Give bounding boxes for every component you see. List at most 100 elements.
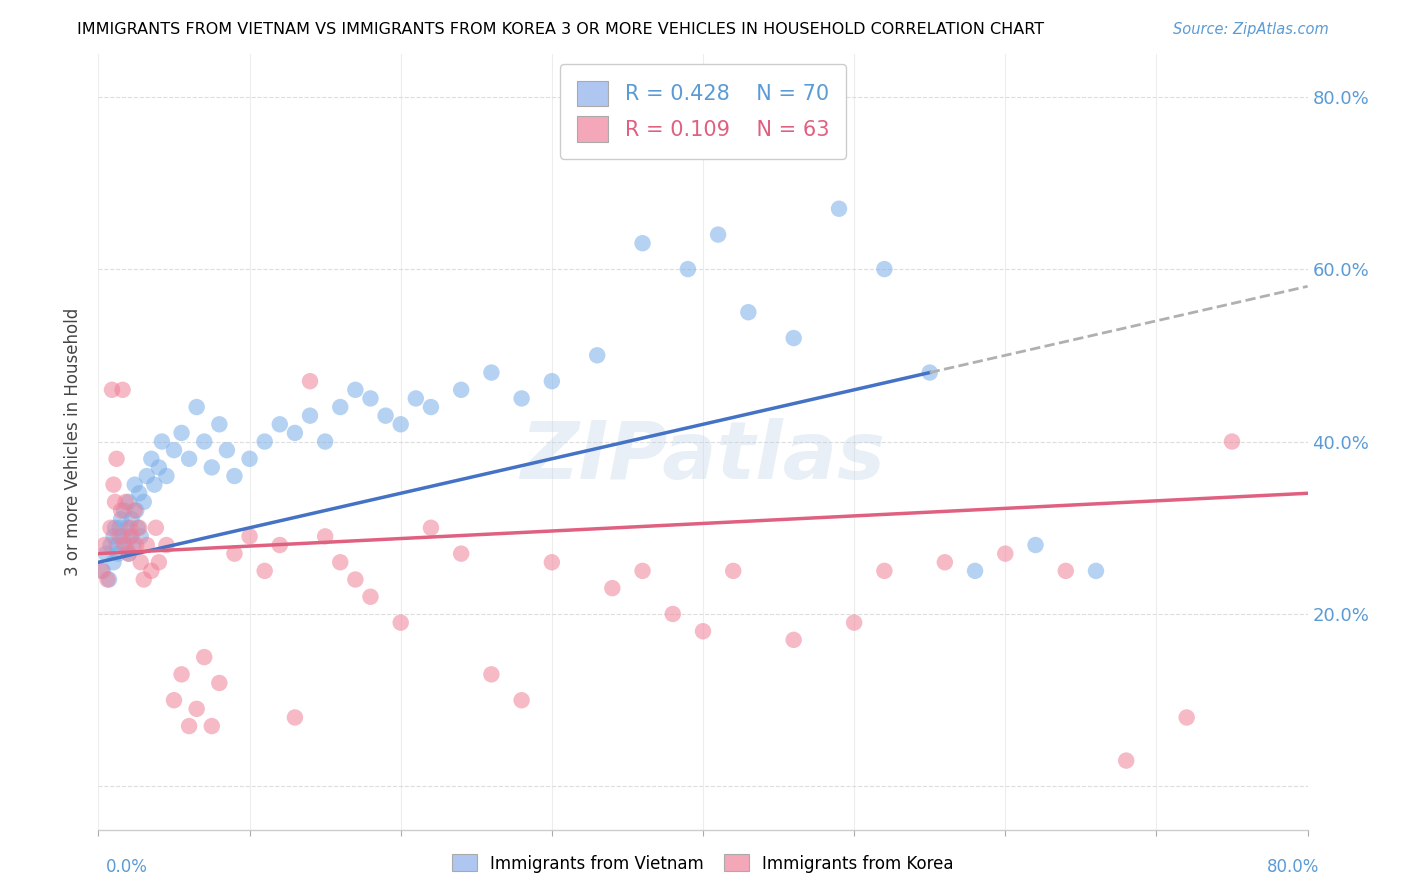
Point <box>128 521 150 535</box>
Point <box>96 573 118 587</box>
Point <box>510 693 533 707</box>
Point <box>110 512 132 526</box>
Point <box>389 417 412 432</box>
Point <box>844 615 866 630</box>
Point <box>783 331 806 345</box>
Point <box>104 495 127 509</box>
Point <box>405 392 427 406</box>
Point <box>344 573 367 587</box>
Point <box>105 451 128 466</box>
Point <box>163 693 186 707</box>
Text: 80.0%: 80.0% <box>1267 858 1319 876</box>
Point <box>186 400 208 414</box>
Point <box>125 538 148 552</box>
Point <box>602 581 624 595</box>
Point <box>1115 754 1137 768</box>
Point <box>201 719 224 733</box>
Point <box>112 503 135 517</box>
Point <box>118 547 141 561</box>
Point <box>208 417 231 432</box>
Point <box>122 538 145 552</box>
Point <box>193 434 215 449</box>
Point <box>143 477 166 491</box>
Point <box>155 469 177 483</box>
Point <box>1175 710 1198 724</box>
Point <box>186 702 208 716</box>
Point <box>873 262 896 277</box>
Point <box>828 202 851 216</box>
Point <box>104 521 127 535</box>
Point <box>193 650 215 665</box>
Point <box>112 538 135 552</box>
Point <box>129 555 152 569</box>
Point <box>103 477 125 491</box>
Point <box>94 547 117 561</box>
Point <box>115 521 138 535</box>
Point <box>118 547 141 561</box>
Point <box>93 538 115 552</box>
Point <box>148 460 170 475</box>
Point <box>723 564 745 578</box>
Point <box>540 555 562 569</box>
Point <box>111 383 134 397</box>
Point <box>299 409 322 423</box>
Point <box>124 503 146 517</box>
Point <box>201 460 224 475</box>
Point <box>179 451 201 466</box>
Point <box>965 564 987 578</box>
Point <box>344 383 367 397</box>
Point <box>100 521 122 535</box>
Point <box>420 400 443 414</box>
Point <box>481 667 503 681</box>
Point <box>170 667 193 681</box>
Point <box>1220 434 1243 449</box>
Point <box>450 547 472 561</box>
Point <box>269 538 291 552</box>
Legend: R = 0.428    N = 70, R = 0.109    N = 63: R = 0.428 N = 70, R = 0.109 N = 63 <box>560 64 846 159</box>
Point <box>314 434 336 449</box>
Point <box>135 469 157 483</box>
Point <box>239 451 262 466</box>
Point <box>124 477 146 491</box>
Point <box>540 374 562 388</box>
Point <box>120 521 142 535</box>
Point <box>918 366 941 380</box>
Point <box>586 348 609 362</box>
Point <box>224 469 246 483</box>
Point <box>253 434 276 449</box>
Point <box>676 262 699 277</box>
Point <box>450 383 472 397</box>
Point <box>114 495 136 509</box>
Point <box>707 227 730 242</box>
Point <box>631 236 654 251</box>
Point <box>360 590 382 604</box>
Point <box>107 547 129 561</box>
Point <box>103 529 125 543</box>
Point <box>91 564 114 578</box>
Point <box>155 538 177 552</box>
Point <box>1085 564 1108 578</box>
Point <box>132 495 155 509</box>
Point <box>170 425 193 440</box>
Point <box>108 529 131 543</box>
Point <box>121 512 143 526</box>
Point <box>98 573 121 587</box>
Text: Source: ZipAtlas.com: Source: ZipAtlas.com <box>1173 22 1329 37</box>
Point <box>179 719 201 733</box>
Point <box>783 632 806 647</box>
Point <box>129 529 152 543</box>
Point <box>141 451 163 466</box>
Point <box>90 564 112 578</box>
Point <box>737 305 759 319</box>
Point <box>114 538 136 552</box>
Point <box>150 434 173 449</box>
Point <box>374 409 396 423</box>
Point <box>420 521 443 535</box>
Point <box>125 503 148 517</box>
Point <box>111 529 134 543</box>
Point <box>253 564 276 578</box>
Point <box>631 564 654 578</box>
Point <box>389 615 412 630</box>
Point <box>239 529 262 543</box>
Point <box>148 555 170 569</box>
